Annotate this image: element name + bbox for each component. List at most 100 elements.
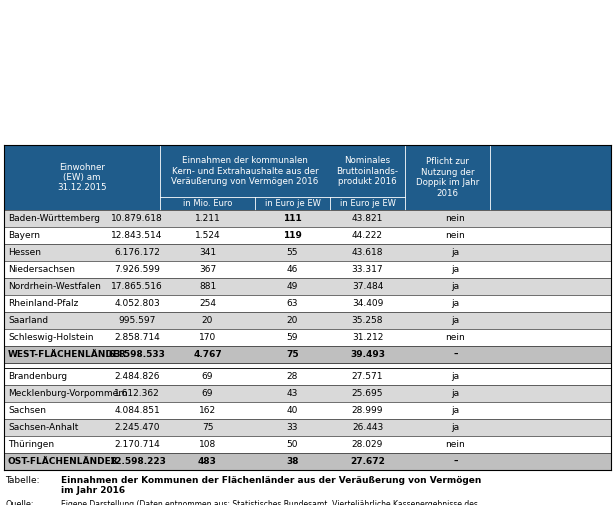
Bar: [4, 261, 611, 278]
Text: 38: 38: [286, 457, 299, 466]
Text: 483: 483: [198, 457, 217, 466]
Text: Pflicht zur
Nutzung der
Doppik im Jahr
2016: Pflicht zur Nutzung der Doppik im Jahr 2…: [416, 158, 479, 197]
Text: nein: nein: [446, 214, 466, 223]
Bar: [4, 244, 611, 261]
Text: 25.695: 25.695: [352, 389, 383, 398]
Text: 2.170.714: 2.170.714: [114, 440, 160, 449]
Text: WEST-FLÄCHENLÄNDER: WEST-FLÄCHENLÄNDER: [8, 350, 127, 359]
Text: ja: ja: [451, 282, 459, 291]
Text: 34.409: 34.409: [352, 299, 383, 308]
Text: Mecklenburg-Vorpommern: Mecklenburg-Vorpommern: [8, 389, 128, 398]
Text: 33: 33: [287, 423, 298, 432]
Text: ja: ja: [451, 299, 459, 308]
Bar: [4, 329, 611, 346]
Text: 12.843.514: 12.843.514: [111, 231, 163, 240]
Text: 111: 111: [283, 214, 302, 223]
Text: ja: ja: [451, 248, 459, 257]
Text: 40: 40: [287, 406, 298, 415]
Text: 254: 254: [199, 299, 216, 308]
Text: nein: nein: [446, 231, 466, 240]
Text: Rheinland-Pfalz: Rheinland-Pfalz: [8, 299, 78, 308]
Text: 108: 108: [199, 440, 216, 449]
Text: Hessen: Hessen: [8, 248, 41, 257]
Text: 59: 59: [287, 333, 298, 342]
Text: in Euro je EW: in Euro je EW: [339, 199, 395, 208]
Text: 35.258: 35.258: [352, 316, 383, 325]
Text: in Mio. Euro: in Mio. Euro: [183, 199, 232, 208]
Text: 2.245.470: 2.245.470: [114, 423, 160, 432]
Text: 55: 55: [287, 248, 298, 257]
Text: 39.493: 39.493: [350, 350, 385, 359]
Bar: [4, 453, 611, 470]
Text: Saarland: Saarland: [8, 316, 48, 325]
Text: Thüringen: Thüringen: [8, 440, 54, 449]
Text: 28: 28: [287, 372, 298, 381]
Text: Einnahmen der kommunalen
Kern- und Extrahaushalte aus der
Veräußerung von Vermög: Einnahmen der kommunalen Kern- und Extra…: [172, 156, 319, 186]
Text: Brandenburg: Brandenburg: [8, 372, 67, 381]
Bar: [4, 385, 611, 402]
Text: 43.618: 43.618: [352, 248, 383, 257]
Text: ja: ja: [451, 372, 459, 381]
Text: –: –: [453, 457, 458, 466]
Bar: [4, 227, 611, 244]
Text: Sachsen-Anhalt: Sachsen-Anhalt: [8, 423, 78, 432]
Bar: [4, 436, 611, 453]
Text: 995.597: 995.597: [118, 316, 156, 325]
Text: 881: 881: [199, 282, 216, 291]
Text: 4.767: 4.767: [193, 350, 222, 359]
Text: 1.211: 1.211: [194, 214, 220, 223]
Text: 1.612.362: 1.612.362: [114, 389, 160, 398]
Text: nein: nein: [446, 333, 466, 342]
Text: 27.571: 27.571: [352, 372, 383, 381]
Text: 17.865.516: 17.865.516: [111, 282, 163, 291]
Text: 50: 50: [287, 440, 298, 449]
Text: Tabelle:: Tabelle:: [5, 476, 39, 485]
Bar: [4, 346, 611, 363]
Text: Eigene Darstellung (Daten entnommen aus: Statistisches Bundesamt, Vierteljährlic: Eigene Darstellung (Daten entnommen aus:…: [61, 500, 478, 505]
Text: Schleswig-Holstein: Schleswig-Holstein: [8, 333, 93, 342]
Text: ja: ja: [451, 423, 459, 432]
Text: 20: 20: [202, 316, 213, 325]
Text: 46: 46: [287, 265, 298, 274]
Text: 44.222: 44.222: [352, 231, 383, 240]
Text: 75: 75: [202, 423, 213, 432]
Text: 7.926.599: 7.926.599: [114, 265, 160, 274]
Text: ja: ja: [451, 389, 459, 398]
Text: 26.443: 26.443: [352, 423, 383, 432]
Text: 33.317: 33.317: [352, 265, 383, 274]
Text: Nominales
Bruttoinlands-
produkt 2016: Nominales Bruttoinlands- produkt 2016: [336, 156, 399, 186]
Text: 20: 20: [287, 316, 298, 325]
Bar: [4, 363, 611, 368]
Text: Einnahmen der Kommunen der Flächenländer aus der Veräußerung von Vermögen
im Jah: Einnahmen der Kommunen der Flächenländer…: [61, 476, 482, 495]
Text: 162: 162: [199, 406, 216, 415]
Text: 69: 69: [202, 372, 213, 381]
Text: 367: 367: [199, 265, 216, 274]
Bar: [4, 419, 611, 436]
Text: 28.029: 28.029: [352, 440, 383, 449]
Text: 63: 63: [287, 299, 298, 308]
Bar: [4, 312, 611, 329]
Bar: [4, 210, 611, 227]
Text: ja: ja: [451, 406, 459, 415]
Text: Bayern: Bayern: [8, 231, 40, 240]
Text: 119: 119: [283, 231, 302, 240]
Text: 49: 49: [287, 282, 298, 291]
Text: 69: 69: [202, 389, 213, 398]
Text: in Euro je EW: in Euro je EW: [264, 199, 320, 208]
Text: 12.598.223: 12.598.223: [109, 457, 165, 466]
Text: 4.052.803: 4.052.803: [114, 299, 160, 308]
Text: 43.821: 43.821: [352, 214, 383, 223]
Text: Nordrhein-Westfalen: Nordrhein-Westfalen: [8, 282, 101, 291]
Text: –: –: [453, 350, 458, 359]
Text: 28.999: 28.999: [352, 406, 383, 415]
Text: ja: ja: [451, 265, 459, 274]
Text: 43: 43: [287, 389, 298, 398]
Bar: [4, 402, 611, 419]
Text: Baden-Württemberg: Baden-Württemberg: [8, 214, 100, 223]
Bar: [4, 295, 611, 312]
Text: nein: nein: [446, 440, 466, 449]
Text: 1.524: 1.524: [195, 231, 220, 240]
Text: Sachsen: Sachsen: [8, 406, 46, 415]
Text: 341: 341: [199, 248, 216, 257]
Bar: [4, 278, 611, 295]
